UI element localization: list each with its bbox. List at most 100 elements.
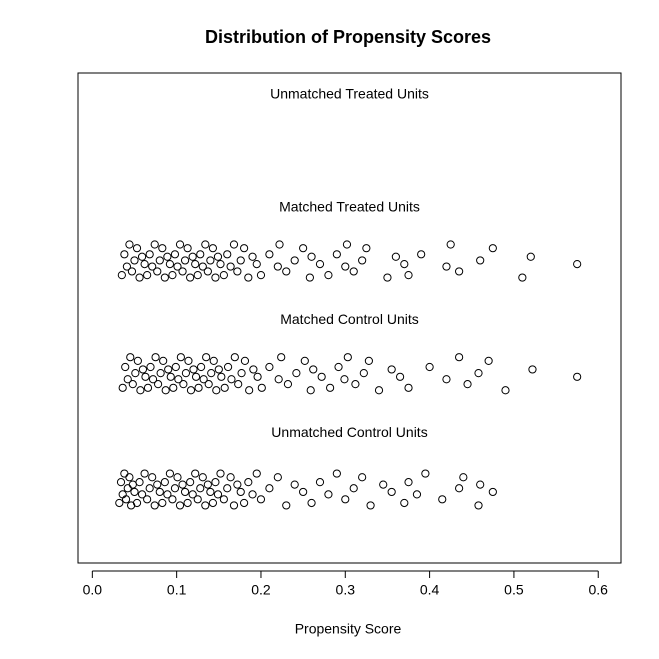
point [150,240,159,249]
point [223,484,232,493]
point [159,356,168,365]
point [244,478,253,487]
point [179,380,188,389]
point [234,380,243,389]
point [476,256,485,265]
point [265,362,274,372]
point [122,262,132,271]
point [400,498,409,508]
point [166,372,175,381]
point [305,273,314,282]
point [165,260,175,269]
point [148,375,158,384]
point [383,273,392,282]
point [201,240,210,249]
point [240,244,249,253]
point [299,487,308,497]
point [161,386,170,395]
point [341,262,350,271]
point [156,369,165,378]
point [180,487,190,497]
point [438,495,447,504]
point [198,473,207,482]
group-label: Unmatched Control Units [271,424,427,440]
point [334,362,343,372]
point [282,501,291,510]
point [240,498,249,508]
point [252,260,261,269]
point [160,273,169,282]
point [455,484,464,493]
point [455,353,464,362]
point [143,271,152,280]
point [362,244,371,253]
point [290,256,299,265]
point [476,480,485,489]
point [191,469,200,478]
point [163,252,172,261]
point [387,487,396,497]
point [425,362,434,372]
point [174,375,183,384]
point [188,252,197,261]
point [169,383,178,392]
point [233,480,242,489]
point [277,353,286,362]
point [206,487,215,497]
point [220,383,229,392]
point [173,262,182,271]
point [412,490,422,499]
point [249,365,258,374]
point [125,473,134,482]
point [123,375,132,384]
point [135,273,144,282]
point [137,490,147,499]
point [201,501,210,510]
group-label: Matched Control Units [280,311,419,327]
point [168,495,177,504]
point [213,490,223,499]
point [178,480,187,489]
point [240,356,250,365]
point [196,250,205,259]
point [236,256,245,265]
x-tick-label: 0.4 [420,582,440,598]
point [145,250,154,259]
point [168,271,177,280]
point [117,271,126,280]
point [417,250,426,259]
plot-frame [77,72,622,564]
point [364,356,373,365]
point [379,480,388,489]
point [208,244,218,253]
point [178,267,187,276]
point [442,262,451,271]
point [306,386,315,395]
point [244,273,253,282]
point [120,250,129,259]
point [273,473,282,482]
group-label: Unmatched Treated Units [270,86,429,102]
point [229,240,239,249]
point [151,353,160,362]
point [395,372,405,381]
group-label: Matched Treated Units [279,198,420,214]
point [150,501,159,510]
x-tick-label: 0.2 [251,582,271,598]
point [463,380,472,389]
point [446,240,455,249]
point [307,498,316,508]
point [135,478,144,487]
point [488,244,497,253]
point [198,262,207,271]
point [309,365,318,374]
point [474,369,483,378]
point [212,386,221,395]
point [229,501,239,510]
point [211,478,220,487]
point [188,490,197,499]
point [160,478,169,487]
point [528,365,537,374]
x-tick-label: 0.6 [589,582,609,598]
point [459,473,468,482]
